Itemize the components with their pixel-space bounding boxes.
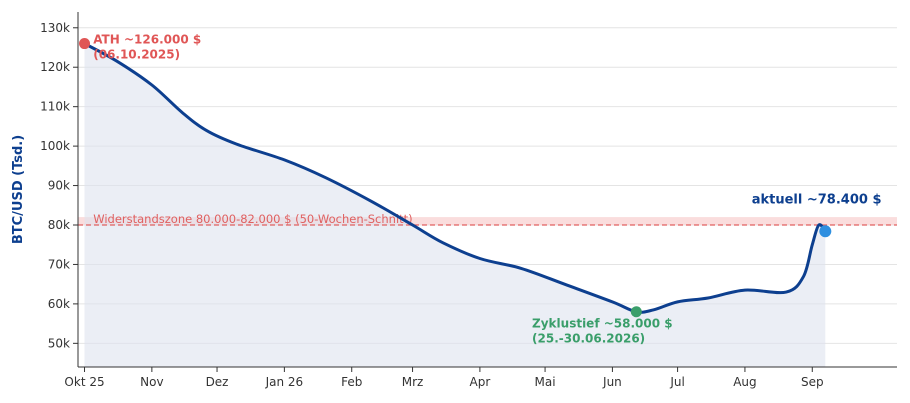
x-tick-label: Nov xyxy=(140,375,163,389)
marker-point xyxy=(630,306,642,318)
x-axis-ticks: Okt 25 Nov Dez Jan 26 Feb Mrz Apr Mai Jun Jul Aug S… xyxy=(64,367,824,389)
y-tick-label: 120k xyxy=(40,60,70,74)
y-tick-label: 50k xyxy=(48,336,70,350)
annotation-line: Zyklustief ~58.000 $ xyxy=(532,317,673,331)
y-tick-label: 80k xyxy=(48,218,70,232)
resistance-zone-band xyxy=(78,217,897,225)
x-tick-label: Jan 26 xyxy=(265,375,304,389)
x-tick-label: Jul xyxy=(669,375,684,389)
marker-point xyxy=(819,225,832,238)
annotation-text: aktuell ~78.400 $ xyxy=(752,193,882,208)
x-tick-label: Mrz xyxy=(402,375,424,389)
marker-point xyxy=(79,38,91,50)
x-tick-label: Jun xyxy=(602,375,622,389)
y-axis-ticks: 50k 60k 70k 80k 90k 100k 110k 120k 130k xyxy=(40,21,78,350)
x-tick-label: Mai xyxy=(535,375,556,389)
highlight-markers xyxy=(79,38,832,318)
axes xyxy=(77,12,897,368)
x-tick-label: Sep xyxy=(801,375,824,389)
y-tick-label: 70k xyxy=(48,257,70,271)
annotation-line: (06.10.2025) xyxy=(93,48,180,62)
resistance-zone-label: Widerstandszone 80.000-82.000 $ (50-Woch… xyxy=(93,212,412,226)
annotation-text: Zyklustief ~58.000 $ (25.-30.06.2026) xyxy=(532,317,673,346)
x-tick-label: Feb xyxy=(341,375,362,389)
y-axis-label: BTC/USD (Tsd.) xyxy=(11,135,26,244)
y-tick-label: 100k xyxy=(40,139,70,153)
annotation-text: ATH ~126.000 $ (06.10.2025) xyxy=(93,33,201,62)
y-tick-label: 60k xyxy=(48,297,70,311)
x-tick-label: Apr xyxy=(470,375,491,389)
x-tick-label: Dez xyxy=(206,375,229,389)
annotation-line: aktuell ~78.400 $ xyxy=(752,193,882,208)
y-tick-label: 130k xyxy=(40,21,70,35)
price-line xyxy=(83,42,827,314)
y-tick-label: 110k xyxy=(40,100,70,114)
y-tick-label: 90k xyxy=(48,179,70,193)
x-tick-label: Okt 25 xyxy=(64,375,104,389)
annotation-line: ATH ~126.000 $ xyxy=(93,33,201,47)
annotations: ATH ~126.000 $ (06.10.2025) Zyklustief ~58… xyxy=(93,33,881,346)
x-tick-label: Aug xyxy=(733,375,756,389)
price-area-fill xyxy=(84,43,826,367)
annotation-line: (25.-30.06.2026) xyxy=(532,332,645,346)
